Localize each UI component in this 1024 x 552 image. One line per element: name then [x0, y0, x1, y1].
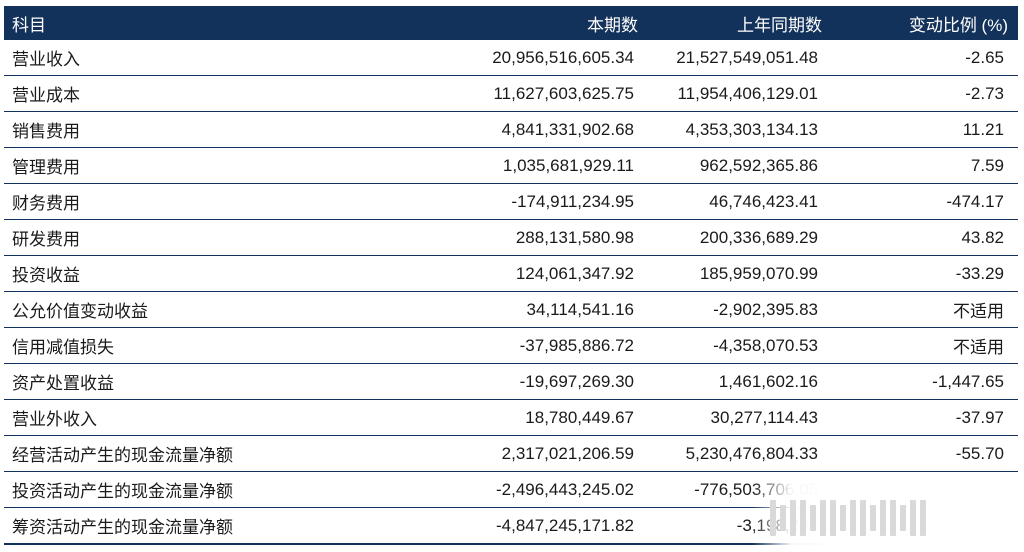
- table-row: 投资收益 124,061,347.92 185,959,070.99 -33.29: [4, 255, 1018, 292]
- row-change-ratio: -33.29: [832, 255, 1018, 292]
- row-current-value: -174,911,234.95: [372, 183, 648, 220]
- header-prior-period: 上年同期数: [648, 6, 832, 40]
- row-current-value: 18,780,449.67: [372, 399, 648, 436]
- row-prior-value: 21,527,549,051.48: [648, 40, 832, 76]
- row-current-value: -4,847,245,171.82: [372, 507, 648, 545]
- row-prior-value: 4,353,303,134.13: [648, 111, 832, 148]
- row-prior-value: 46,746,423.41: [648, 183, 832, 220]
- row-prior-value: 200,336,689.29: [648, 219, 832, 256]
- row-change-ratio: 11.21: [832, 111, 1018, 148]
- row-item-label: 资产处置收益: [4, 363, 372, 400]
- row-item-label: 销售费用: [4, 111, 372, 148]
- table-row: 经营活动产生的现金流量净额 2,317,021,206.59 5,230,476,8…: [4, 435, 1018, 472]
- table-row: 管理费用 1,035,681,929.11 962,592,365.86 7.59: [4, 147, 1018, 184]
- table-row: 研发费用 288,131,580.98 200,336,689.29 43.82: [4, 219, 1018, 256]
- row-item-label: 公允价值变动收益: [4, 291, 372, 328]
- row-change-ratio: -37.97: [832, 399, 1018, 436]
- row-prior-value: 30,277,114.43: [648, 399, 832, 436]
- row-item-label: 营业收入: [4, 40, 372, 76]
- row-current-value: 288,131,580.98: [372, 219, 648, 256]
- table-header: 科目 本期数 上年同期数 变动比例 (%): [4, 6, 1018, 40]
- row-current-value: 1,035,681,929.11: [372, 147, 648, 184]
- row-current-value: 20,956,516,605.34: [372, 40, 648, 76]
- row-item-label: 信用减值损失: [4, 327, 372, 364]
- table-row: 营业外收入 18,780,449.67 30,277,114.43 -37.97: [4, 399, 1018, 436]
- header-row: 科目 本期数 上年同期数 变动比例 (%): [4, 6, 1018, 40]
- row-prior-value: -4,358,070.53: [648, 327, 832, 364]
- row-item-label: 投资活动产生的现金流量净额: [4, 471, 372, 508]
- row-change-ratio: 7.59: [832, 147, 1018, 184]
- row-item-label: 营业成本: [4, 75, 372, 112]
- row-current-value: -19,697,269.30: [372, 363, 648, 400]
- row-item-label: 投资收益: [4, 255, 372, 292]
- financial-table-container: 科目 本期数 上年同期数 变动比例 (%) 营业收入 20,956,516,605…: [4, 6, 1018, 545]
- row-item-label: 财务费用: [4, 183, 372, 220]
- row-current-value: 11,627,603,625.75: [372, 75, 648, 112]
- row-prior-value: 5,230,476,804.33: [648, 435, 832, 472]
- table-row: 销售费用 4,841,331,902.68 4,353,303,134.13 11.2…: [4, 111, 1018, 148]
- row-change-ratio: -1,447.65: [832, 363, 1018, 400]
- table-row: 营业成本 11,627,603,625.75 11,954,406,129.01 -2…: [4, 75, 1018, 112]
- row-current-value: 34,114,541.16: [372, 291, 648, 328]
- row-prior-value: 11,954,406,129.01: [648, 75, 832, 112]
- row-item-label: 研发费用: [4, 219, 372, 256]
- watermark-logo: [770, 494, 1020, 542]
- header-item: 科目: [4, 6, 372, 40]
- watermark-fade: [752, 481, 1024, 551]
- row-current-value: 2,317,021,206.59: [372, 435, 648, 472]
- row-change-ratio: 43.82: [832, 219, 1018, 256]
- row-change-ratio: -2.65: [832, 40, 1018, 76]
- row-item-label: 筹资活动产生的现金流量净额: [4, 507, 372, 545]
- table-row: 财务费用 -174,911,234.95 46,746,423.41 -474.17: [4, 183, 1018, 220]
- row-prior-value: 185,959,070.99: [648, 255, 832, 292]
- row-prior-value: -2,902,395.83: [648, 291, 832, 328]
- row-current-value: 124,061,347.92: [372, 255, 648, 292]
- row-change-ratio: 不适用: [832, 327, 1018, 364]
- row-prior-value: 1,461,602.16: [648, 363, 832, 400]
- row-item-label: 营业外收入: [4, 399, 372, 436]
- header-current-period: 本期数: [372, 6, 648, 40]
- row-change-ratio: -2.73: [832, 75, 1018, 112]
- row-change-ratio: -474.17: [832, 183, 1018, 220]
- table-row: 公允价值变动收益 34,114,541.16 -2,902,395.83 不适用: [4, 291, 1018, 328]
- table-body: 营业收入 20,956,516,605.34 21,527,549,051.48 -2…: [4, 40, 1018, 545]
- row-current-value: -37,985,886.72: [372, 327, 648, 364]
- row-prior-value: 962,592,365.86: [648, 147, 832, 184]
- row-item-label: 管理费用: [4, 147, 372, 184]
- table-row: 营业收入 20,956,516,605.34 21,527,549,051.48 -2…: [4, 40, 1018, 76]
- table-row: 资产处置收益 -19,697,269.30 1,461,602.16 -1,447.6…: [4, 363, 1018, 400]
- row-change-ratio: -55.70: [832, 435, 1018, 472]
- header-change-ratio: 变动比例 (%): [832, 6, 1018, 40]
- table-row: 信用减值损失 -37,985,886.72 -4,358,070.53 不适用: [4, 327, 1018, 364]
- row-item-label: 经营活动产生的现金流量净额: [4, 435, 372, 472]
- row-current-value: -2,496,443,245.02: [372, 471, 648, 508]
- row-current-value: 4,841,331,902.68: [372, 111, 648, 148]
- row-change-ratio: 不适用: [832, 291, 1018, 328]
- financial-table: 科目 本期数 上年同期数 变动比例 (%) 营业收入 20,956,516,605…: [4, 6, 1018, 545]
